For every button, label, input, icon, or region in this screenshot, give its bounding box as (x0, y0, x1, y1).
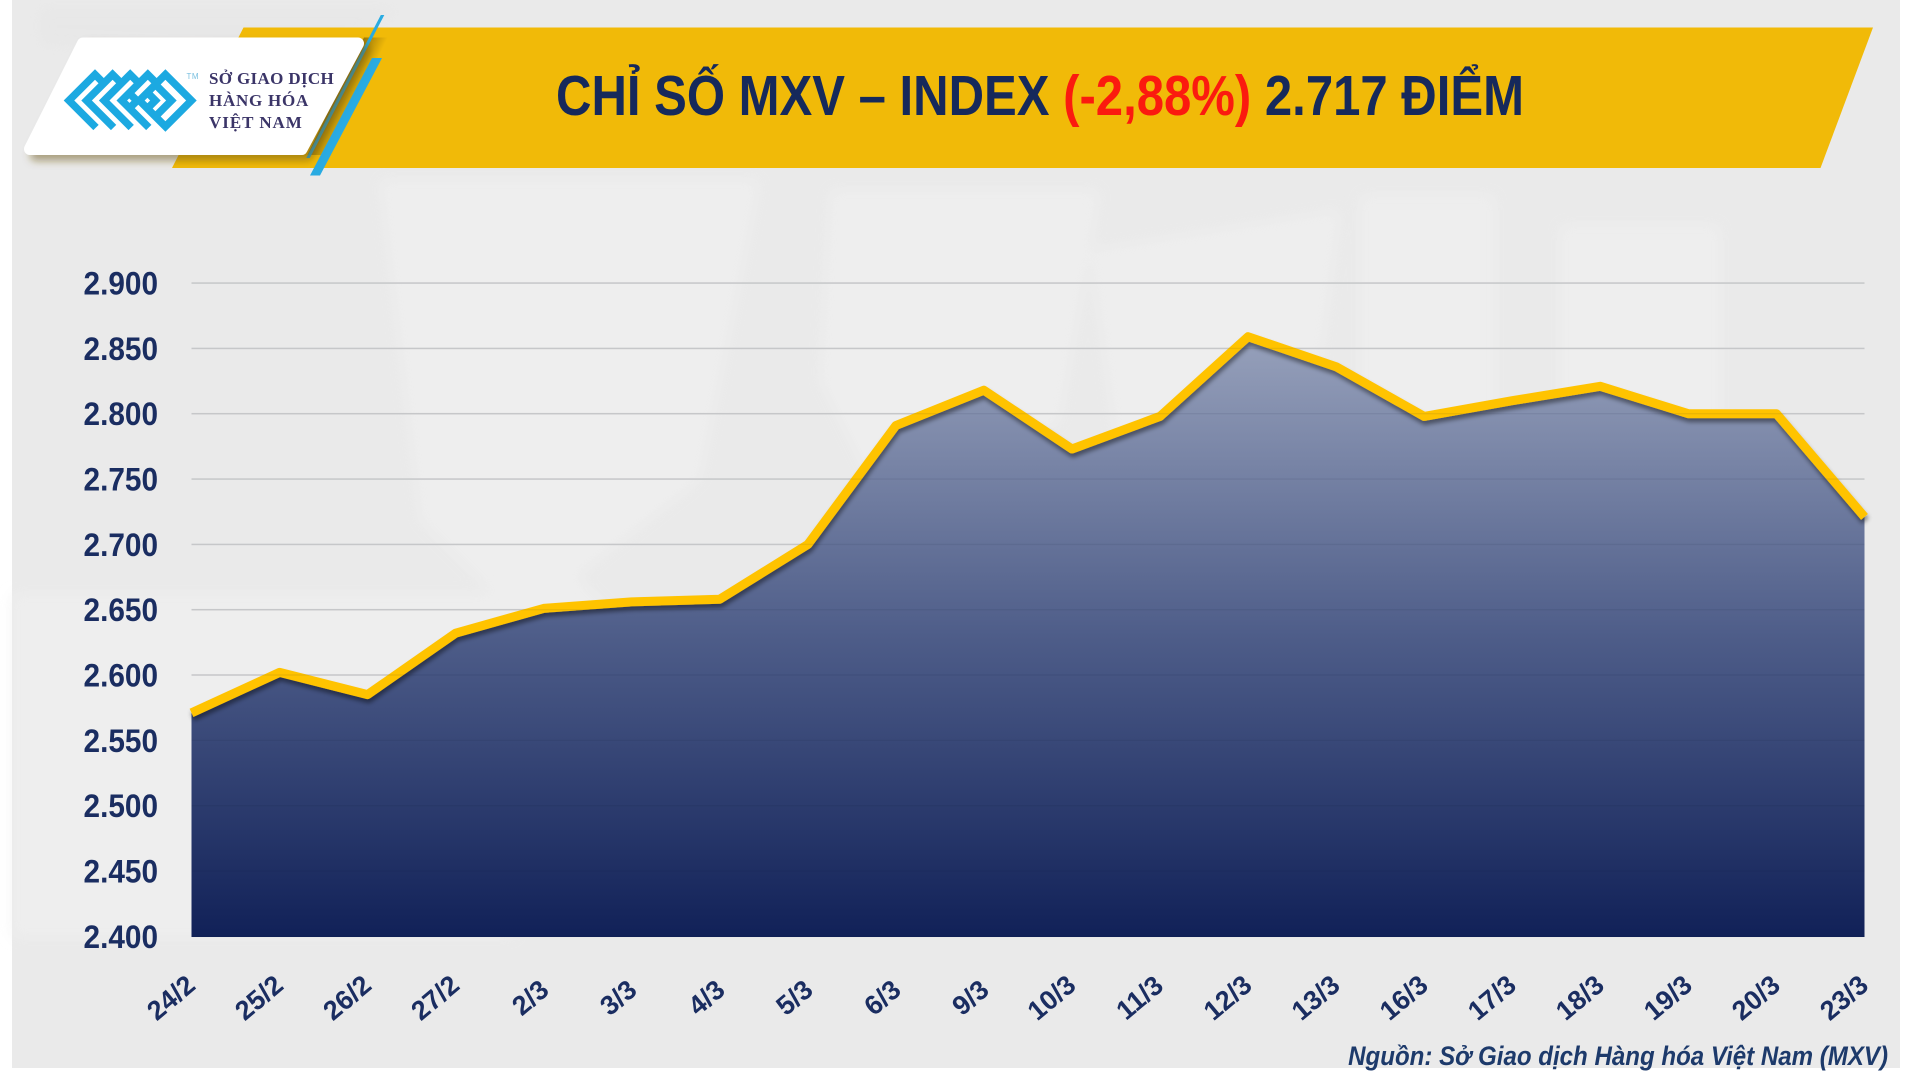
svg-text:2.750: 2.750 (84, 462, 158, 498)
svg-text:2.850: 2.850 (84, 331, 158, 367)
svg-text:SỞ GIAO DỊCH: SỞ GIAO DỊCH (209, 69, 334, 88)
svg-text:2.500: 2.500 (84, 788, 158, 824)
svg-text:2.800: 2.800 (84, 396, 158, 432)
svg-text:2.600: 2.600 (84, 658, 158, 694)
svg-text:2.550: 2.550 (84, 723, 158, 759)
svg-text:2.450: 2.450 (84, 854, 158, 890)
svg-text:CHỈ SỐ MXV – INDEX (-2,88%) 2.: CHỈ SỐ MXV – INDEX (-2,88%) 2.717 ĐIỂM (556, 64, 1524, 128)
svg-text:2.650: 2.650 (84, 592, 158, 628)
svg-text:TM: TM (187, 72, 200, 81)
svg-text:2.700: 2.700 (84, 527, 158, 563)
svg-text:VIỆT NAM: VIỆT NAM (209, 113, 303, 132)
svg-text:HÀNG HÓA: HÀNG HÓA (209, 91, 309, 110)
svg-text:2.400: 2.400 (84, 919, 158, 955)
svg-text:Nguồn: Sở Giao dịch Hàng hóa V: Nguồn: Sở Giao dịch Hàng hóa Việt Nam (M… (1348, 1042, 1888, 1072)
svg-text:2.900: 2.900 (84, 266, 158, 302)
